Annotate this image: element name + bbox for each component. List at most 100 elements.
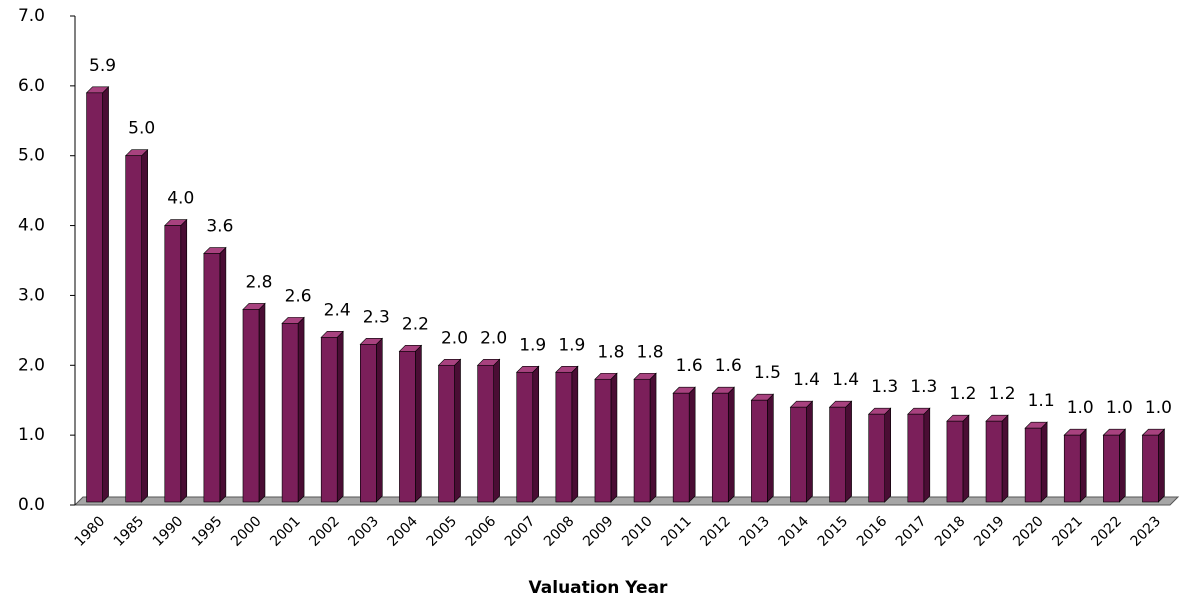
bar — [633, 378, 651, 503]
value-label: 1.1 — [1028, 391, 1055, 411]
bar — [516, 371, 534, 503]
bar-side — [806, 400, 813, 503]
value-label: 5.0 — [128, 119, 155, 139]
value-label: 1.5 — [754, 363, 781, 383]
bar-side — [454, 358, 461, 503]
bar-side — [336, 330, 344, 503]
value-label: 1.8 — [597, 342, 624, 362]
bar-side — [845, 400, 852, 503]
x-tick-label: 1985 — [111, 513, 148, 550]
bar — [907, 413, 925, 503]
bar-side — [415, 344, 422, 503]
x-tick-label: 2016 — [854, 513, 891, 550]
value-label: 3.6 — [206, 217, 233, 237]
bar — [751, 399, 768, 503]
value-label: 2.6 — [285, 286, 312, 306]
value-label: 1.0 — [1106, 398, 1133, 418]
bar — [790, 406, 807, 503]
bar — [946, 420, 964, 503]
bar — [1024, 427, 1042, 503]
bar — [555, 371, 573, 503]
value-label: 5.9 — [89, 56, 116, 76]
bar — [711, 392, 729, 503]
x-tick-label: 2021 — [1049, 513, 1086, 550]
x-tick-label: 2007 — [502, 513, 539, 550]
x-tick-label: 2011 — [658, 513, 695, 550]
value-label: 1.6 — [715, 356, 742, 376]
bar — [203, 253, 221, 503]
bar — [672, 392, 690, 503]
bar-side — [1001, 414, 1009, 503]
bar — [281, 323, 299, 503]
bar-side — [1119, 428, 1126, 503]
value-label: 1.4 — [832, 370, 859, 390]
bar-side — [1079, 428, 1087, 503]
value-label: 1.9 — [558, 335, 585, 355]
bar — [1063, 434, 1081, 503]
floor — [73, 496, 1180, 506]
bar — [438, 364, 455, 503]
x-tick-label: 2004 — [385, 513, 422, 550]
x-tick-label: 2012 — [697, 513, 734, 550]
bar-side — [258, 302, 266, 503]
bar-side — [376, 337, 383, 503]
value-label: 2.2 — [402, 314, 429, 334]
bar-side — [610, 372, 618, 503]
bar-side — [962, 414, 970, 503]
value-label: 2.4 — [324, 300, 351, 320]
value-label: 2.0 — [480, 328, 507, 348]
value-label: 1.8 — [637, 342, 664, 362]
bar — [477, 364, 494, 503]
bar-side — [923, 407, 931, 503]
bar-side — [180, 218, 188, 503]
x-tick-label: 2005 — [424, 513, 461, 550]
value-label: 1.0 — [1145, 398, 1172, 418]
x-tick-label: 1980 — [72, 513, 109, 550]
x-tick-label: 2019 — [971, 513, 1008, 550]
value-label: 1.6 — [676, 356, 703, 376]
x-tick-label: 2018 — [932, 513, 969, 550]
bar — [360, 344, 377, 503]
value-label: 1.3 — [871, 377, 898, 397]
value-label: 2.8 — [245, 272, 272, 292]
bar-side — [649, 372, 657, 503]
bar-side — [141, 148, 148, 503]
x-tick-label: 2009 — [580, 513, 617, 550]
value-label: 1.3 — [910, 377, 937, 397]
bar — [985, 420, 1003, 503]
x-tick-label: 2022 — [1088, 513, 1125, 550]
value-label: 1.0 — [1067, 398, 1094, 418]
x-tick-label: 2003 — [345, 513, 382, 550]
bar — [1142, 434, 1159, 503]
value-label: 1.4 — [793, 370, 820, 390]
y-tick-label: 2.0 — [18, 355, 45, 375]
bar — [242, 309, 260, 503]
value-label: 4.0 — [167, 189, 194, 209]
value-label: 1.2 — [988, 384, 1015, 404]
y-tick-label: 4.0 — [18, 216, 45, 236]
bar — [868, 413, 885, 503]
bar-side — [532, 365, 540, 503]
bar — [594, 378, 612, 503]
x-tick-label: 2014 — [776, 513, 813, 550]
y-tick-label: 0.0 — [18, 495, 45, 515]
bar-side — [1040, 421, 1048, 503]
bar — [125, 155, 142, 503]
x-tick-label: 2001 — [267, 513, 304, 550]
y-tick-label: 6.0 — [18, 76, 45, 96]
x-tick-label: 2000 — [228, 513, 265, 550]
value-label: 1.2 — [949, 384, 976, 404]
value-label: 2.3 — [363, 307, 390, 327]
x-tick-label: 2023 — [1128, 513, 1165, 550]
x-tick-label: 2010 — [619, 513, 656, 550]
bar — [164, 225, 182, 503]
bar-side — [571, 365, 579, 503]
bar-side — [884, 407, 891, 503]
x-tick-label: 2002 — [306, 513, 343, 550]
bar-side — [727, 386, 735, 503]
x-tick-label: 2015 — [815, 513, 852, 550]
y-tick-label: 5.0 — [18, 146, 45, 166]
x-tick-label: 2008 — [541, 513, 578, 550]
y-tick-label: 3.0 — [18, 285, 45, 305]
y-tick-label: 1.0 — [18, 425, 45, 445]
